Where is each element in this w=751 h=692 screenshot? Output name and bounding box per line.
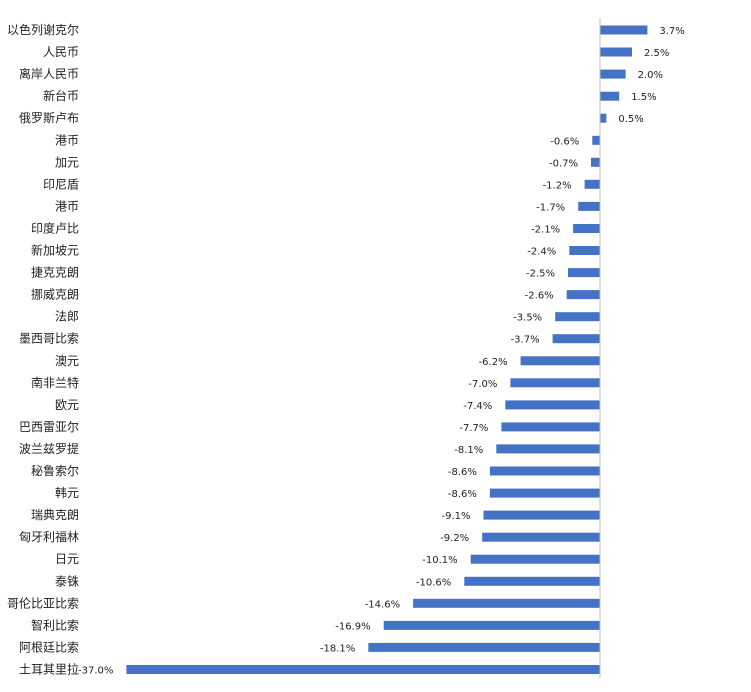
value-label: -6.2% (479, 357, 508, 368)
bar (383, 620, 600, 630)
bars-layer (126, 25, 648, 674)
category-label: 泰铢 (55, 573, 79, 588)
category-label: 人民币 (43, 45, 79, 59)
bar (569, 246, 600, 255)
value-label: -10.1% (422, 555, 457, 566)
bar (600, 69, 626, 79)
category-labels: 以色列谢克尔人民币离岸人民币新台币俄罗斯卢布港币加元印尼盾港币印度卢比新加坡元捷… (7, 22, 79, 677)
category-label: 欧元 (55, 398, 79, 412)
bar (470, 554, 600, 564)
category-label: 挪威克朗 (31, 288, 79, 302)
value-label: -1.7% (536, 202, 565, 213)
value-label: -2.6% (525, 291, 554, 302)
value-label: -7.4% (463, 401, 492, 412)
category-label: 法郎 (55, 310, 79, 324)
bar (592, 135, 600, 145)
category-label: 新加坡元 (31, 243, 79, 258)
bar (505, 400, 600, 410)
bar (573, 224, 600, 233)
value-label: -14.6% (365, 599, 400, 610)
category-label: 墨西哥比索 (19, 332, 79, 346)
bar (566, 290, 600, 300)
value-label: -2.4% (527, 247, 556, 258)
bar (489, 488, 600, 498)
bar (520, 356, 600, 366)
bar (482, 532, 600, 542)
value-label: -7.0% (468, 379, 497, 390)
value-label: 0.5% (618, 114, 643, 125)
bar (584, 179, 600, 189)
value-label: -0.7% (549, 158, 578, 169)
value-label: -2.1% (531, 225, 560, 236)
value-label: -3.5% (513, 313, 542, 324)
category-label: 新台币 (43, 88, 79, 103)
value-label: 2.5% (644, 48, 669, 59)
bar (483, 510, 600, 520)
category-label: 港币 (55, 199, 79, 213)
value-label: -8.1% (454, 445, 483, 456)
value-label: -9.1% (441, 511, 470, 522)
category-label: 智利比索 (31, 617, 79, 632)
bar (496, 444, 600, 454)
value-label: -2.5% (526, 269, 555, 280)
category-label: 土耳其里拉 (19, 662, 79, 677)
category-label: 波兰兹罗提 (19, 441, 79, 456)
value-label: 2.0% (638, 70, 663, 81)
value-label: -7.7% (459, 423, 488, 434)
value-label: -10.6% (416, 577, 451, 588)
value-label: -18.1% (320, 643, 355, 654)
bar (510, 378, 600, 388)
category-label: 巴西雷亚尔 (19, 419, 79, 434)
bar (600, 91, 620, 101)
bar (600, 47, 632, 57)
category-label: 韩元 (55, 485, 79, 500)
value-label: -8.6% (448, 489, 477, 500)
bar (413, 598, 600, 608)
category-label: 加元 (55, 155, 79, 169)
bar (489, 466, 600, 476)
value-labels: 3.7% 2.5% 2.0% 1.5% 0.5% -0.6% -0.7% -1.2% -1.7%… (78, 26, 685, 677)
category-label: 日元 (55, 552, 79, 566)
value-label: -16.9% (335, 621, 370, 632)
category-label: 离岸人民币 (19, 66, 79, 81)
category-label: 瑞典克朗 (31, 508, 79, 522)
bar (552, 334, 600, 344)
category-label: 捷克克朗 (31, 266, 79, 280)
bar (368, 642, 600, 652)
category-label: 阿根廷比索 (19, 640, 79, 654)
category-label: 俄罗斯卢布 (19, 110, 79, 125)
category-label: 南非兰特 (31, 375, 79, 390)
bar (600, 113, 607, 123)
bar (464, 576, 600, 586)
value-label: -8.6% (448, 467, 477, 478)
value-label: -1.2% (543, 180, 572, 191)
category-label: 港币 (55, 133, 79, 147)
category-label: 澳元 (55, 354, 79, 368)
category-label: 印尼盾 (43, 177, 79, 191)
category-label: 秘鲁索尔 (31, 463, 79, 478)
bar (591, 157, 600, 167)
bar (578, 201, 600, 211)
bar (568, 268, 600, 278)
category-label: 以色列谢克尔 (7, 22, 79, 37)
bar (126, 665, 601, 674)
bar (501, 422, 600, 432)
value-label: 1.5% (631, 92, 656, 103)
category-label: 哥伦比亚比索 (7, 595, 79, 610)
value-label: -0.6% (550, 136, 579, 147)
bar (600, 25, 648, 35)
bar (555, 312, 600, 322)
value-label: 3.7% (659, 26, 684, 37)
category-label: 印度卢比 (31, 221, 79, 236)
value-label: -3.7% (511, 335, 540, 346)
category-label: 匈牙利福林 (19, 529, 79, 544)
value-label: -37.0% (78, 666, 113, 677)
value-label: -9.2% (440, 533, 469, 544)
